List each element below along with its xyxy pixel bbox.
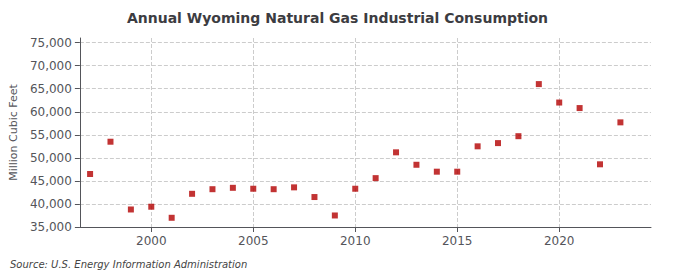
svg-text:2020: 2020 — [544, 234, 575, 248]
svg-text:55,000: 55,000 — [30, 128, 72, 142]
svg-text:2000: 2000 — [136, 234, 167, 248]
svg-text:35,000: 35,000 — [30, 220, 72, 234]
svg-text:75,000: 75,000 — [30, 36, 72, 50]
svg-text:2015: 2015 — [442, 234, 473, 248]
svg-text:Annual Wyoming Natural Gas Ind: Annual Wyoming Natural Gas Industrial Co… — [127, 10, 548, 26]
svg-text:50,000: 50,000 — [30, 151, 72, 165]
svg-text:60,000: 60,000 — [30, 105, 72, 119]
svg-text:Million Cubic Feet: Million Cubic Feet — [7, 83, 20, 180]
svg-text:70,000: 70,000 — [30, 59, 72, 73]
svg-text:65,000: 65,000 — [30, 82, 72, 96]
svg-text:Source: U.S. Energy Informatio: Source: U.S. Energy Information Administ… — [10, 259, 247, 270]
svg-text:40,000: 40,000 — [30, 197, 72, 211]
svg-text:2010: 2010 — [340, 234, 371, 248]
svg-text:45,000: 45,000 — [30, 174, 72, 188]
svg-text:2005: 2005 — [238, 234, 269, 248]
